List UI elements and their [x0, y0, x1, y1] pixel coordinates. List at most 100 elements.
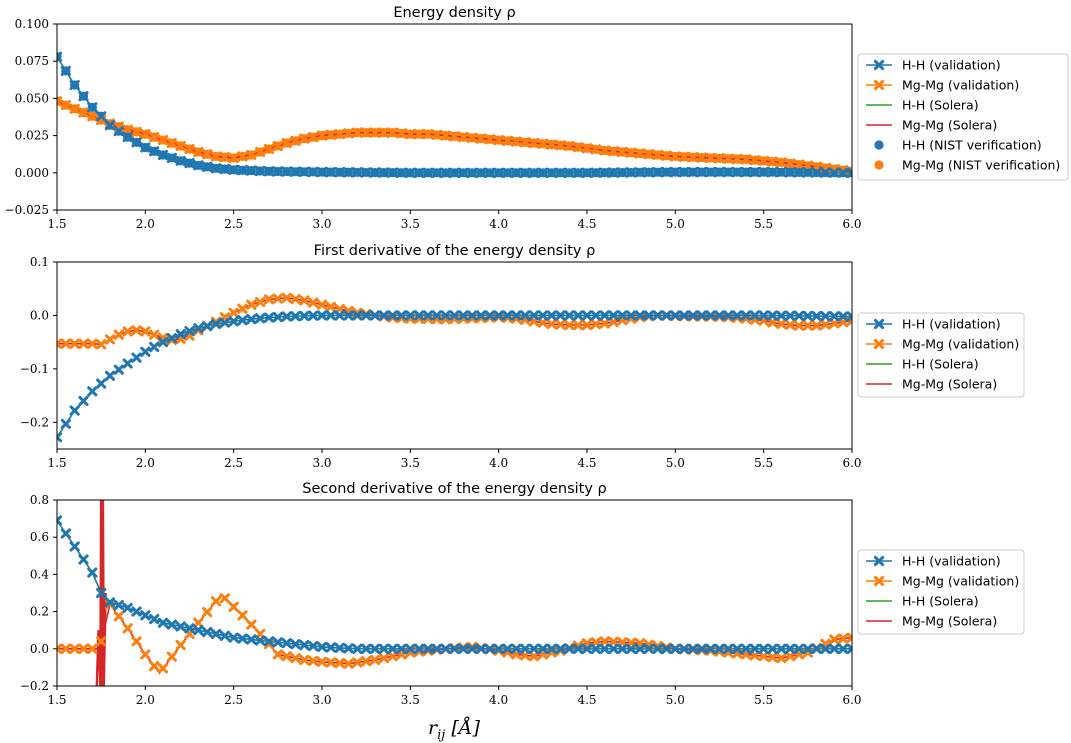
point-mgmg-validation: [343, 128, 354, 139]
point-mgmg-validation: [122, 623, 133, 634]
point-mgmg-validation: [299, 295, 310, 306]
point-mgmg-validation: [290, 653, 301, 664]
point-mgmg-validation: [316, 299, 328, 310]
point-mgmg-validation: [352, 657, 363, 668]
legend-frame: [857, 53, 1069, 181]
point-mgmg-validation: [573, 319, 584, 331]
x-tick-label: 2.5: [224, 456, 243, 470]
point-mgmg-validation: [590, 144, 601, 155]
point-mgmg-validation: [281, 137, 292, 149]
point-mgmg-validation: [184, 143, 195, 155]
legend-marker: [873, 338, 885, 350]
point-mgmg-validation: [255, 296, 266, 308]
legend-item: Mg-Mg (Solera): [866, 118, 997, 133]
x-axis-label-subscript: ij: [437, 728, 445, 743]
point-mgmg-validation: [290, 135, 301, 146]
legend-item: Mg-Mg (Solera): [866, 614, 997, 629]
legend-item: Mg-Mg (validation): [866, 78, 1019, 93]
point-mgmg-validation: [767, 652, 778, 663]
x-tick-label: 4.5: [577, 217, 596, 231]
point-mgmg-validation: [555, 140, 566, 151]
point-mgmg-validation: [113, 329, 124, 340]
point-mgmg-validation: [537, 317, 548, 328]
point-hh-validation: [846, 167, 852, 178]
point-mgmg-validation: [573, 142, 584, 153]
point-mgmg-validation: [581, 143, 593, 154]
legend-label: H-H (NIST verification): [902, 138, 1042, 153]
point-mgmg-validation: [758, 155, 769, 166]
point-mgmg-validation: [564, 140, 575, 152]
point-mgmg-validation: [175, 639, 186, 651]
point-mgmg-validation: [502, 135, 513, 146]
point-mgmg-validation: [793, 159, 805, 170]
legend-label: Mg-Mg (validation): [902, 78, 1019, 93]
legend-item: H-H (NIST verification): [874, 138, 1042, 153]
point-mgmg-validation: [325, 657, 336, 668]
legend-label: H-H (validation): [902, 58, 1001, 73]
point-mgmg-validation: [740, 154, 752, 165]
point-mgmg-validation: [228, 152, 239, 164]
point-mgmg-validation: [166, 137, 177, 149]
point-mgmg-validation: [785, 319, 796, 330]
point-mgmg-validation: [661, 150, 672, 161]
point-mgmg-validation: [820, 319, 831, 330]
point-mgmg-validation: [440, 130, 451, 141]
x-tick-label: 5.0: [666, 217, 685, 231]
point-mgmg-validation: [829, 634, 840, 645]
y-tick-label: −0.1: [20, 362, 49, 376]
x-tick-label: 5.5: [754, 456, 773, 470]
legend-item: Mg-Mg (Solera): [866, 377, 997, 392]
point-mgmg-validation: [299, 654, 310, 666]
legend-label: Mg-Mg (Solera): [902, 377, 997, 392]
point-mgmg-validation: [758, 651, 769, 662]
point-mgmg-validation: [122, 326, 133, 337]
legend: H-H (validation) Mg-Mg (validation) H-H (S…: [857, 53, 1069, 181]
y-tick-label: 0.0: [30, 642, 49, 656]
point-mgmg-validation: [431, 129, 442, 140]
point-mgmg-validation: [237, 610, 248, 621]
point-hh-validation: [57, 515, 63, 526]
point-mgmg-validation: [60, 99, 71, 111]
point-mgmg-validation: [316, 130, 328, 141]
point-mgmg-validation: [714, 153, 725, 164]
point-mgmg-validation: [325, 301, 336, 312]
x-tick-label: 4.0: [489, 693, 508, 707]
y-tick-label: 0.000: [15, 166, 49, 180]
x-tick-label: 3.0: [312, 217, 331, 231]
point-mgmg-validation: [387, 651, 398, 662]
point-mgmg-validation: [210, 596, 222, 607]
point-mgmg-validation: [60, 338, 71, 349]
point-mgmg-validation: [140, 649, 151, 660]
legend-label: Mg-Mg (validation): [902, 574, 1019, 589]
legend-item: H-H (validation): [866, 554, 1001, 569]
point-hh-validation: [846, 311, 852, 322]
point-mgmg-validation: [599, 636, 610, 647]
point-mgmg-validation: [96, 339, 107, 350]
x-tick-label: 1.5: [47, 456, 66, 470]
axes-frame: [56, 499, 853, 687]
x-axis-label: rij [Å]: [428, 717, 480, 743]
y-tick-label: 0.1: [30, 255, 49, 269]
y-tick-label: 0.0: [30, 308, 49, 322]
point-mgmg-validation: [166, 651, 177, 662]
point-mgmg-validation: [626, 147, 637, 158]
point-mgmg-validation: [308, 655, 319, 666]
point-mgmg-validation: [670, 151, 681, 162]
point-mgmg-validation: [705, 152, 716, 164]
point-mgmg-validation: [175, 140, 186, 152]
y-tick-label: 0.025: [15, 129, 49, 143]
point-mgmg-validation: [263, 143, 275, 155]
point-mgmg-validation: [555, 319, 566, 330]
x-tick-label: 5.5: [754, 217, 773, 231]
point-mgmg-validation: [308, 297, 319, 308]
point-mgmg-validation: [149, 329, 160, 340]
legend-label: Mg-Mg (NIST verification): [902, 158, 1060, 173]
y-tick-label: −0.025: [5, 203, 49, 217]
point-mgmg-validation: [528, 137, 540, 149]
legend-label: Mg-Mg (Solera): [902, 614, 997, 629]
plot-area: [57, 292, 852, 443]
point-mgmg-validation: [237, 151, 248, 162]
x-axis-label-symbol: r: [428, 717, 439, 739]
axes-frame: [56, 261, 853, 450]
legend-marker: [873, 575, 885, 587]
